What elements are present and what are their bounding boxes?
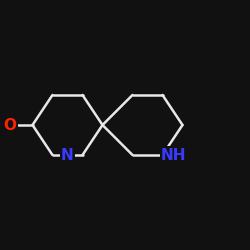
Text: O: O (4, 118, 16, 132)
Text: NH: NH (161, 148, 186, 162)
Text: N: N (61, 148, 74, 162)
